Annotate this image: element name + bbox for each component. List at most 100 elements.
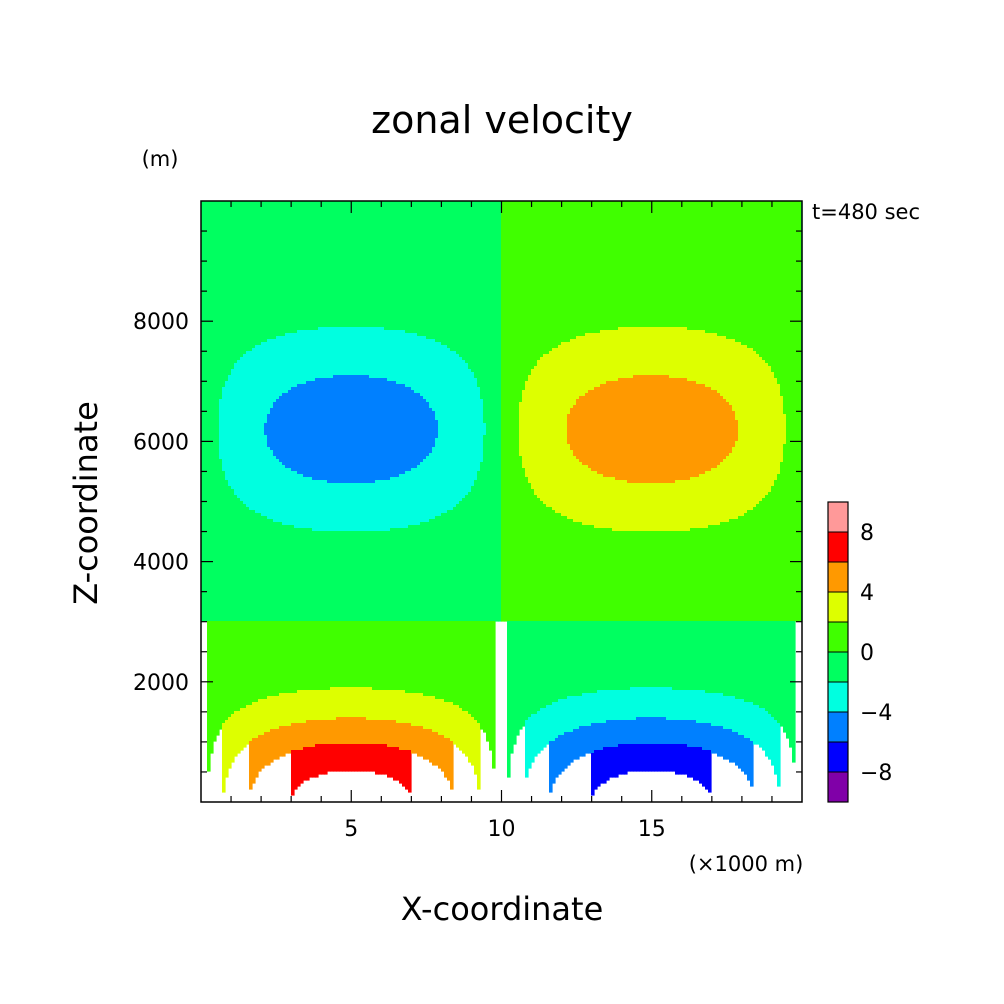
contour-cell [237, 711, 241, 754]
contour-cell [300, 384, 304, 475]
contour-cell [249, 621, 253, 706]
x-tick-label: 15 [638, 817, 666, 842]
contour-cell [501, 201, 505, 622]
contour-cell [411, 468, 415, 526]
contour-cell [591, 693, 595, 724]
contour-cell [552, 348, 556, 511]
contour-cell [324, 327, 328, 379]
contour-cell [393, 720, 397, 748]
contour-cell [552, 741, 556, 784]
contour-cell [714, 525, 718, 622]
contour-cell [414, 693, 418, 727]
contour-cell [243, 504, 247, 622]
contour-cell [363, 375, 367, 484]
contour-cell [417, 693, 421, 727]
contour-cell [498, 201, 502, 622]
contour-cell [279, 522, 283, 622]
contour-cell [483, 423, 487, 436]
y-tick-label: 6000 [133, 430, 189, 455]
contour-cell [696, 747, 700, 781]
contour-cell [597, 333, 601, 388]
contour-cell [645, 201, 649, 328]
contour-cell [375, 621, 379, 691]
contour-cell [759, 621, 763, 709]
contour-cell [714, 468, 718, 526]
contour-cell [447, 201, 451, 349]
contour-cell [258, 513, 262, 622]
contour-cell [612, 621, 616, 691]
contour-cell [735, 441, 739, 520]
contour-cell [576, 336, 580, 400]
contour-cell [441, 345, 445, 514]
contour-cell [399, 750, 403, 784]
contour-cell [711, 525, 715, 622]
contour-cell [507, 201, 511, 622]
contour-cell [414, 726, 418, 754]
contour-cell [237, 360, 241, 499]
contour-cell [615, 690, 619, 721]
contour-cell [405, 201, 409, 334]
contour-cell [612, 381, 616, 478]
contour-cell [537, 621, 541, 712]
contour-cell [594, 750, 598, 790]
contour-cell [297, 690, 301, 724]
contour-cell [411, 693, 415, 727]
contour-cell [456, 354, 460, 505]
contour-cell [600, 621, 604, 691]
contour-cell [681, 327, 685, 379]
contour-cell [723, 459, 727, 523]
contour-cell [426, 522, 430, 622]
contour-plot-area [200, 200, 803, 803]
y-unit-label: (m) [142, 147, 179, 171]
contour-cell [576, 399, 580, 460]
contour-cell [663, 531, 667, 622]
contour-cell [261, 342, 265, 517]
contour-cell [393, 477, 397, 529]
contour-cell [465, 363, 469, 496]
contour-cell [624, 201, 628, 328]
contour-cell [678, 531, 682, 622]
contour-cell [381, 480, 385, 532]
contour-cell [663, 687, 667, 718]
contour-cell [744, 513, 748, 622]
contour-cell [621, 378, 625, 481]
contour-cell [414, 393, 418, 469]
contour-cell [693, 381, 697, 478]
contour-cell [597, 201, 601, 334]
contour-cell [705, 528, 709, 622]
contour-cell [669, 483, 673, 532]
contour-cell [585, 393, 589, 466]
contour-cell [429, 519, 433, 622]
contour-cell [741, 516, 745, 622]
contour-cell [462, 360, 466, 499]
contour-cell [606, 381, 610, 478]
contour-cell [738, 621, 742, 700]
contour-cell [429, 621, 433, 697]
contour-cell [378, 621, 382, 691]
contour-cell [324, 378, 328, 481]
contour-cell [258, 345, 262, 514]
contour-cell [642, 201, 646, 328]
contour-cell [270, 339, 274, 409]
contour-cell [342, 717, 346, 745]
contour-cell [414, 621, 418, 694]
contour-cell [417, 393, 421, 466]
contour-cell [702, 384, 706, 475]
contour-cell [630, 720, 634, 745]
contour-cell [702, 723, 706, 751]
contour-cell [354, 687, 358, 718]
contour-cell [249, 201, 253, 352]
contour-cell [585, 333, 589, 394]
contour-cell [624, 720, 628, 745]
contour-cell [324, 201, 328, 328]
contour-cell [588, 333, 592, 391]
contour-cell [543, 621, 547, 709]
contour-cell [330, 687, 334, 721]
contour-cell [261, 621, 265, 700]
contour-cell [243, 621, 247, 709]
contour-cell [471, 201, 475, 373]
contour-cell [435, 438, 439, 517]
contour-cell [369, 327, 373, 379]
contour-cell [255, 702, 259, 739]
contour-cell [675, 327, 679, 379]
